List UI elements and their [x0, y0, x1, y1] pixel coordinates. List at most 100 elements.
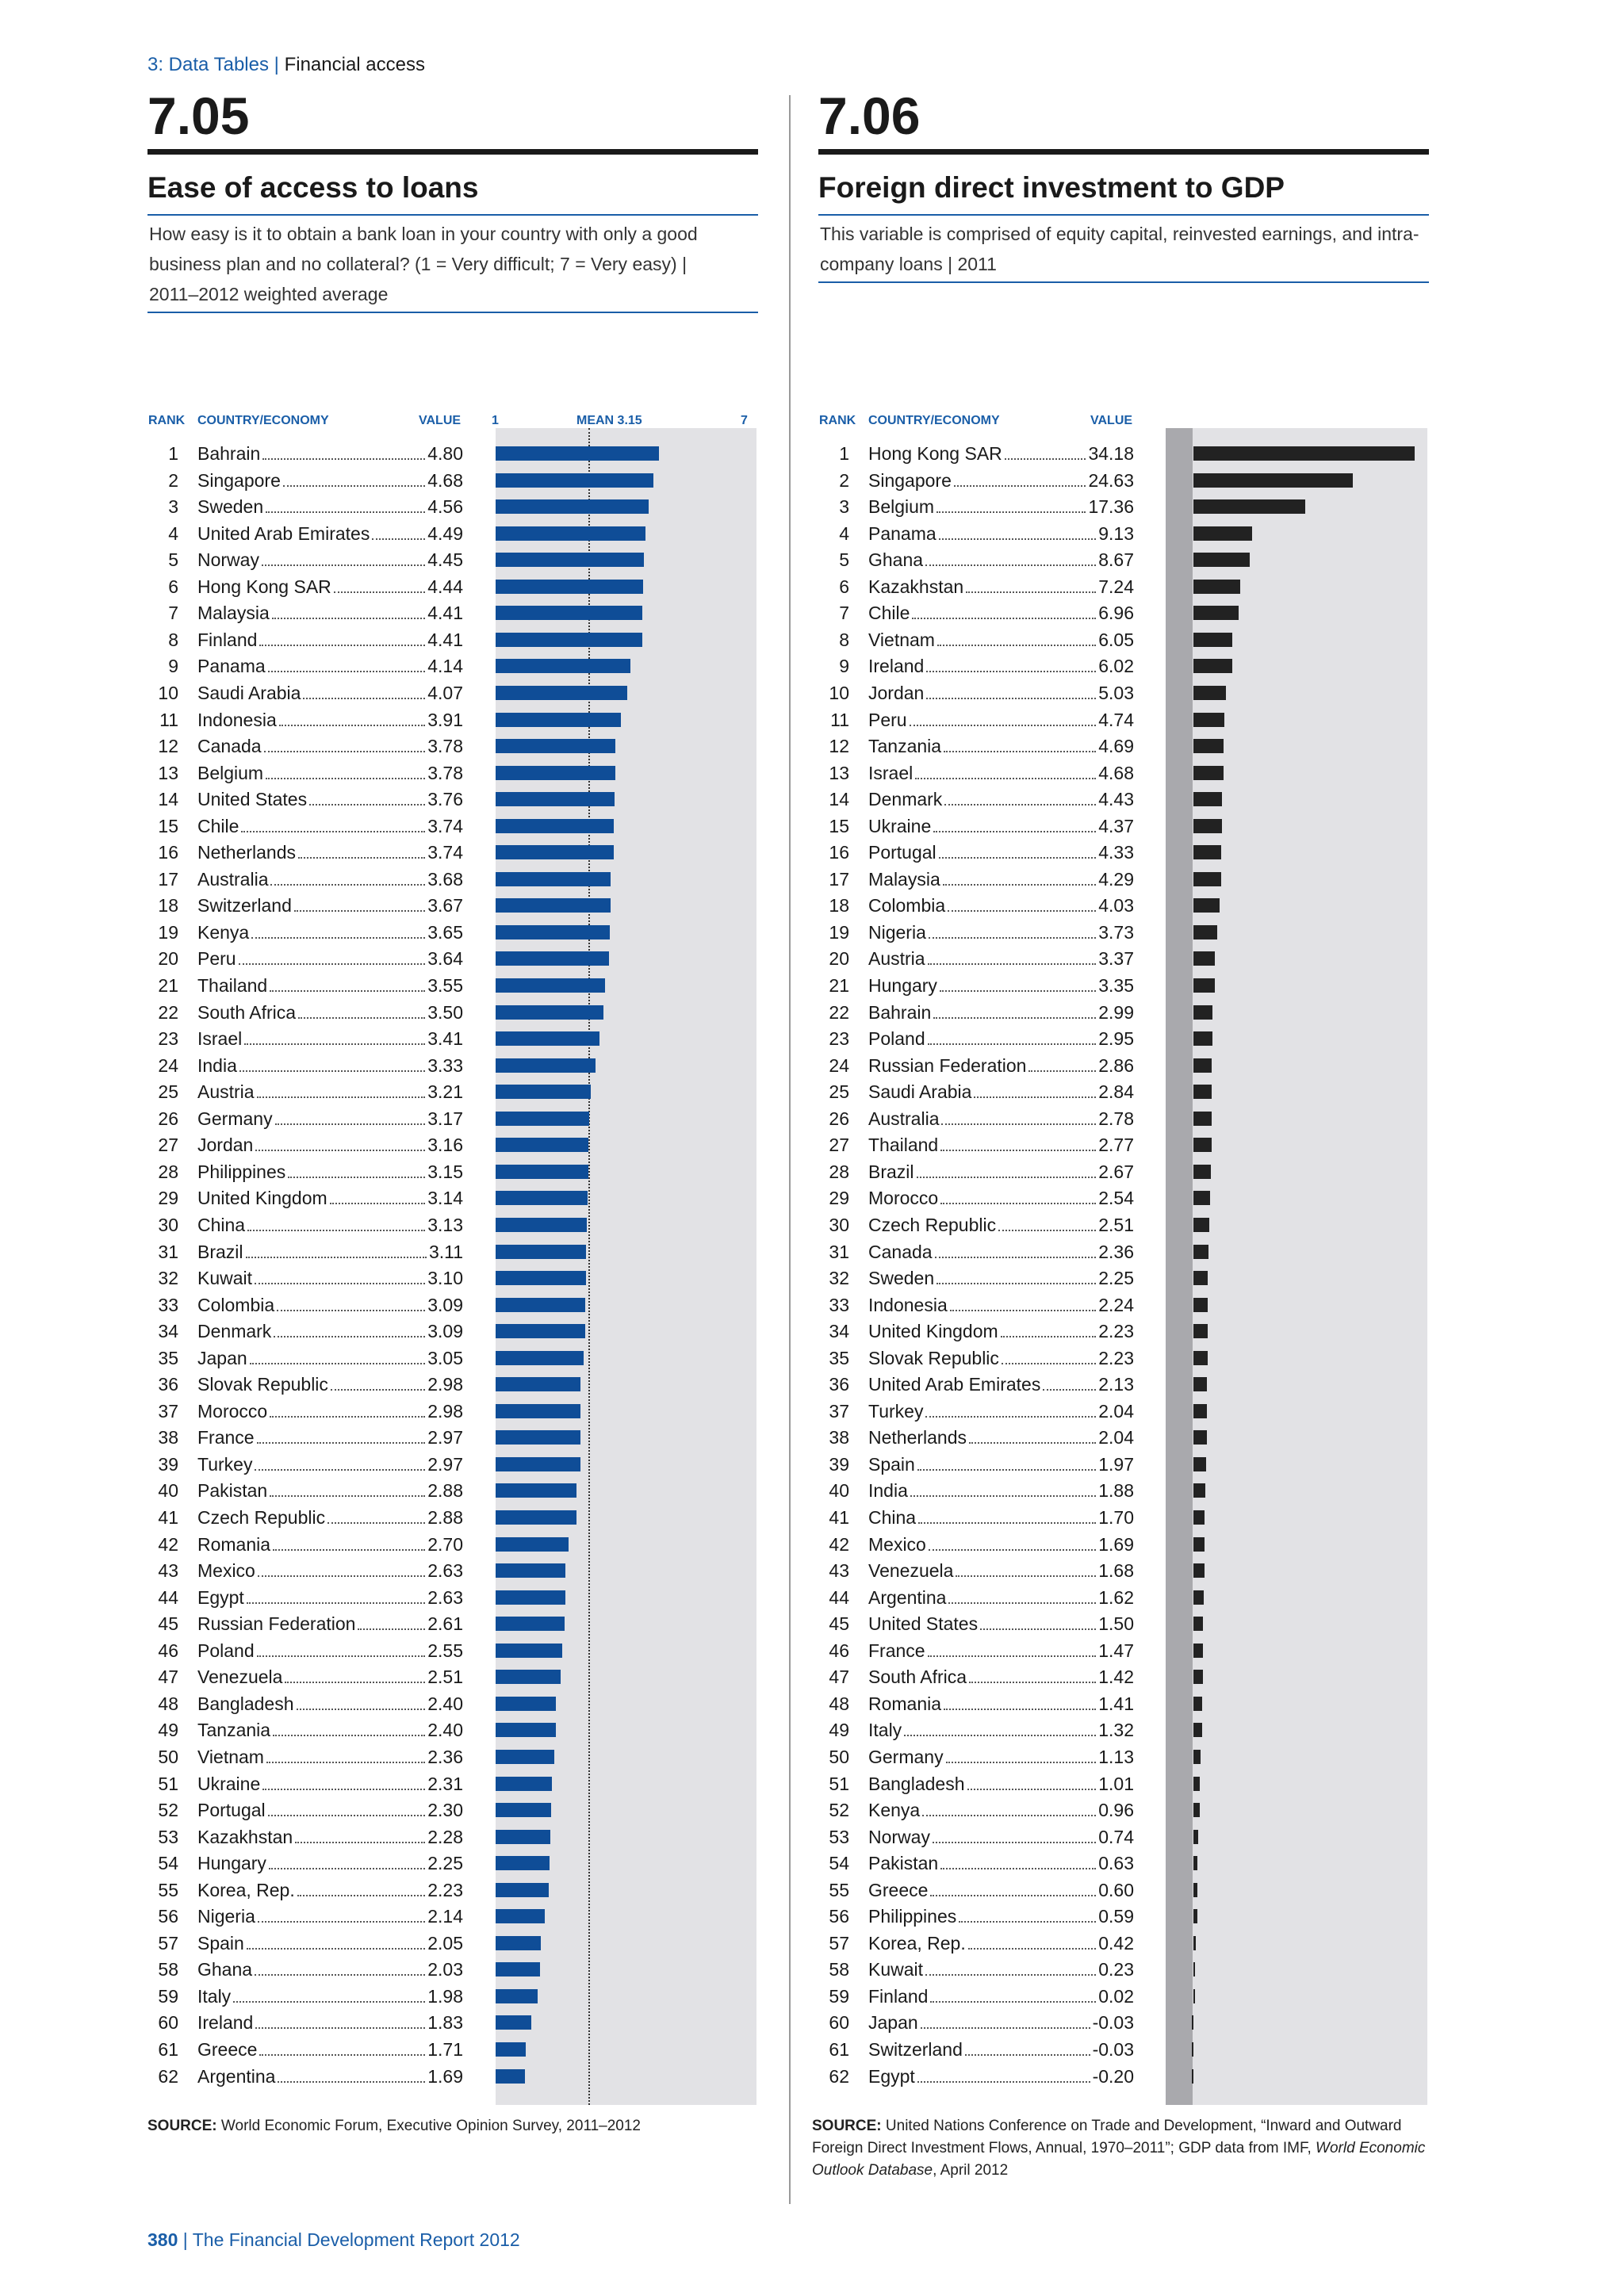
- bar: [1193, 1164, 1211, 1179]
- country-name: Ukraine: [197, 1773, 261, 1794]
- bar: [1193, 1962, 1195, 1977]
- value-label: 8.67: [1098, 549, 1134, 571]
- country-name: Netherlands: [868, 1427, 967, 1448]
- table-row: Czech Republic 2.51: [868, 1215, 1134, 1236]
- value-label: 3.35: [1098, 975, 1134, 996]
- bar: [1193, 1297, 1208, 1312]
- dot-leader: [925, 1974, 1097, 1976]
- value-label: 6.05: [1098, 629, 1134, 650]
- value-label: 1.42: [1098, 1667, 1134, 1688]
- table-row: Kenya 3.65: [197, 922, 463, 943]
- table-row: Australia 2.78: [868, 1108, 1134, 1130]
- bar: [496, 1670, 561, 1685]
- fdi-chart: 1 Hong Kong SAR 34.18 2 Singapore 24.63 3 Belgi…: [0, 428, 1624, 2109]
- table-row: Kuwait 0.23: [868, 1959, 1134, 1980]
- value-label: 1.70: [1098, 1507, 1134, 1528]
- header-country: COUNTRY/ECONOMY: [197, 414, 329, 427]
- rank-cell: 28: [829, 1161, 849, 1182]
- country-name: Korea, Rep.: [868, 1932, 966, 1954]
- dot-leader: [912, 618, 1097, 620]
- header-rank: RANK: [148, 414, 186, 427]
- dot-leader: [329, 1203, 426, 1205]
- value-label: 2.63: [427, 1560, 463, 1582]
- table-row: Romania 1.41: [868, 1693, 1134, 1715]
- rank-cell: 3: [839, 496, 849, 518]
- value-label: 4.56: [427, 496, 463, 518]
- country-name: Spain: [197, 1932, 244, 1954]
- country-name: Hungary: [197, 1853, 266, 1874]
- value-label: 2.40: [427, 1720, 463, 1741]
- value-label: 1.71: [427, 2039, 463, 2060]
- rank-cell: 49: [158, 1720, 178, 1741]
- bar: [1193, 871, 1221, 886]
- section-link[interactable]: 3: Data Tables: [147, 54, 269, 75]
- value-label: 3.16: [427, 1135, 463, 1156]
- value-label: 4.44: [427, 576, 463, 597]
- rank-cell: 56: [829, 1906, 849, 1927]
- rank-cell: 58: [158, 1959, 178, 1980]
- country-name: Nigeria: [197, 1906, 255, 1927]
- rank-cell: 14: [829, 789, 849, 810]
- bar: [496, 632, 642, 647]
- bar: [1193, 1829, 1199, 1844]
- dot-leader: [1004, 458, 1086, 460]
- country-name: Netherlands: [197, 842, 297, 863]
- value-label: 2.97: [427, 1453, 463, 1475]
- value-label: 2.04: [1098, 1400, 1134, 1422]
- value-label: 3.76: [427, 789, 463, 810]
- rank-cell: 12: [158, 736, 178, 757]
- table-row: Turkey 2.97: [197, 1454, 463, 1475]
- title-rule: [147, 149, 758, 155]
- bar: [496, 1617, 565, 1632]
- country-name: Austria: [868, 948, 925, 970]
- country-name: Denmark: [868, 789, 943, 810]
- bar: [1193, 1643, 1203, 1658]
- table-row: Hungary 3.35: [868, 975, 1134, 997]
- value-label: 7.24: [1098, 576, 1134, 597]
- value-label: 2.54: [1098, 1188, 1134, 1209]
- value-label: 1.47: [1098, 1640, 1134, 1661]
- dot-leader: [285, 1682, 426, 1684]
- value-label: 1.97: [1098, 1453, 1134, 1475]
- dot-leader: [244, 1043, 426, 1046]
- value-label: 2.70: [427, 1533, 463, 1555]
- rank-cell: 6: [168, 576, 178, 597]
- dot-leader: [255, 1974, 426, 1976]
- country-name: Sweden: [197, 496, 264, 518]
- table-row: Pakistan 0.63: [868, 1853, 1134, 1874]
- bar: [496, 1829, 551, 1844]
- value-label: 9.13: [1098, 522, 1134, 544]
- table-row: Kazakhstan 7.24: [868, 576, 1134, 598]
- table-row: Ukraine 4.37: [868, 816, 1134, 837]
- country-name: Italy: [868, 1720, 902, 1741]
- rank-cell: 32: [829, 1268, 849, 1289]
- value-label: 0.63: [1098, 1853, 1134, 1874]
- table-row: Greece 0.60: [868, 1880, 1134, 1901]
- dot-leader: [936, 511, 1086, 514]
- dot-leader: [941, 1123, 1097, 1125]
- rank-cell: 29: [829, 1188, 849, 1209]
- value-label: 3.11: [428, 1241, 463, 1262]
- rank-cell: 46: [829, 1640, 849, 1661]
- table-row: Tanzania 2.40: [197, 1720, 463, 1741]
- rank-cell: 8: [839, 629, 849, 650]
- country-name: Pakistan: [868, 1853, 939, 1874]
- bar: [496, 1988, 538, 2003]
- bar: [1193, 978, 1216, 993]
- column-divider: [789, 95, 791, 2204]
- dot-leader: [959, 1921, 1097, 1923]
- rank-cell: 38: [158, 1427, 178, 1448]
- rank-cell: 21: [829, 975, 849, 996]
- value-label: 0.59: [1098, 1906, 1134, 1927]
- country-name: Greece: [868, 1879, 929, 1900]
- value-label: 6.96: [1098, 603, 1134, 624]
- dot-leader: [278, 724, 426, 726]
- table-row: Norway 0.74: [868, 1827, 1134, 1848]
- table-row: Spain 2.05: [197, 1933, 463, 1954]
- value-label: 3.13: [427, 1214, 463, 1235]
- dot-leader: [266, 1761, 426, 1763]
- country-name: Colombia: [197, 1294, 275, 1315]
- table-row: Portugal 2.30: [197, 1800, 463, 1821]
- dot-leader: [940, 1150, 1097, 1152]
- country-name: United States: [868, 1613, 979, 1635]
